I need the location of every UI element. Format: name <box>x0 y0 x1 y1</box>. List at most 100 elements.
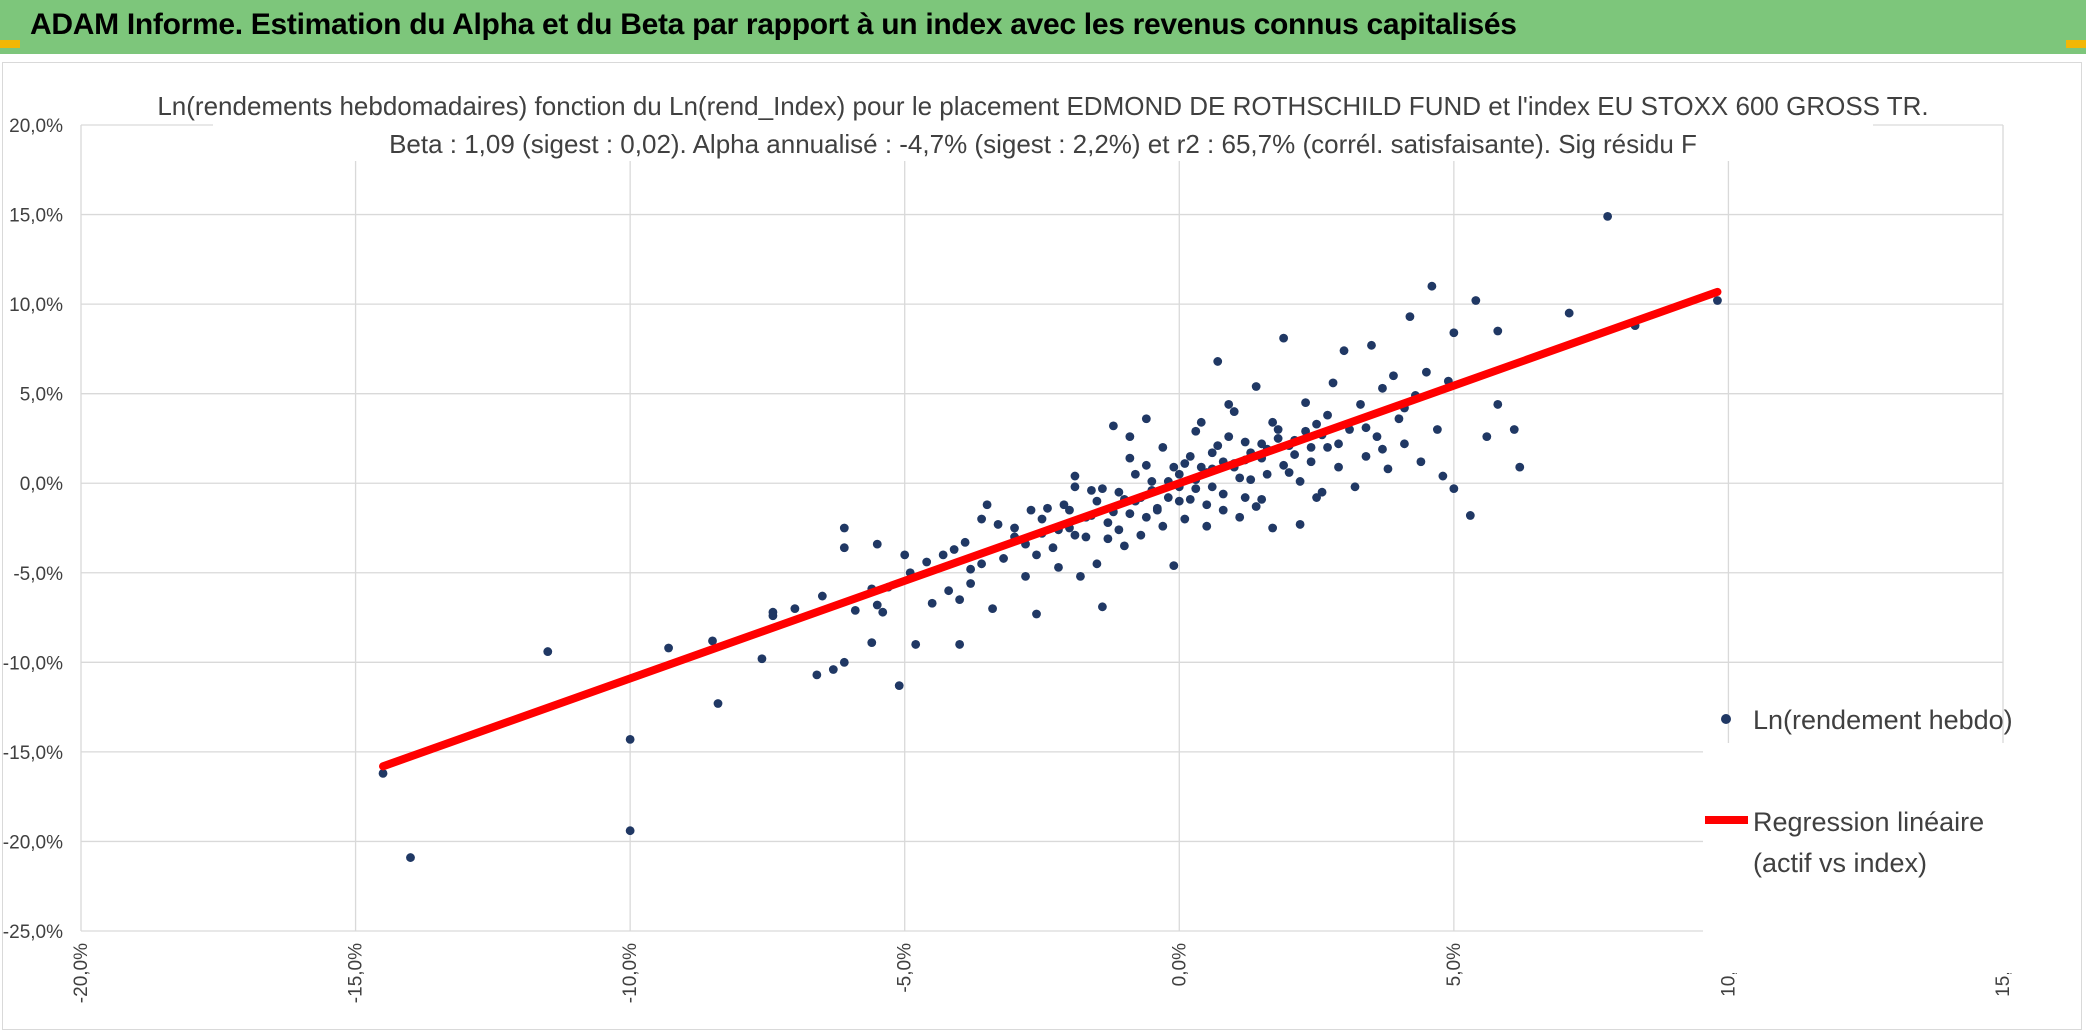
data-point <box>1235 512 1245 522</box>
data-point <box>625 826 635 836</box>
data-point <box>1026 505 1036 515</box>
chart-title-line-1: Ln(rendements hebdomadaires) fonction du… <box>157 91 1928 121</box>
data-point <box>1713 296 1722 305</box>
data-point <box>1515 462 1525 472</box>
data-point <box>1361 423 1371 433</box>
data-point <box>1465 511 1475 520</box>
data-point <box>1378 444 1387 454</box>
legend-label-regression: Regression linéaire <box>1753 807 1984 837</box>
data-point <box>1257 439 1267 449</box>
data-point <box>839 657 849 667</box>
data-point <box>1383 464 1393 474</box>
data-point <box>1098 602 1107 612</box>
y-tick-label: 15,0% <box>9 206 63 227</box>
corner-marker-top-left <box>0 40 20 48</box>
data-point <box>1603 211 1613 221</box>
data-point <box>1032 550 1041 560</box>
data-point <box>1246 475 1256 485</box>
data-point <box>1224 400 1234 409</box>
data-point <box>1422 367 1431 377</box>
data-point <box>1043 503 1052 513</box>
data-point <box>1010 523 1019 533</box>
data-point <box>1108 421 1118 431</box>
data-point <box>1048 543 1058 553</box>
data-point <box>1493 326 1503 336</box>
data-point <box>999 554 1008 563</box>
data-point <box>406 853 415 862</box>
data-point <box>1509 425 1519 434</box>
chart-area: 20,0% 15,0% 10,0% 5,0% 0,0% -5,0% -10,0% -15,0%… <box>2 62 2082 1030</box>
data-point <box>1339 346 1349 356</box>
legend-background <box>1703 743 2023 973</box>
legend-marker-series <box>1721 714 1731 724</box>
legend-label-regression-sub: (actif vs index) <box>1753 848 1927 878</box>
data-point <box>1125 453 1135 463</box>
y-tick-label: -20,0% <box>3 832 63 853</box>
data-point <box>1158 521 1168 531</box>
data-point <box>378 768 388 778</box>
data-point <box>1273 425 1283 434</box>
data-point <box>1416 457 1426 467</box>
data-point <box>1114 525 1124 535</box>
data-point <box>872 539 882 549</box>
data-point <box>977 559 986 569</box>
data-point <box>1301 398 1310 408</box>
data-point <box>1125 509 1135 519</box>
data-point <box>1207 482 1217 492</box>
data-point <box>1312 419 1321 429</box>
x-tick-label: -15,0% <box>346 943 367 1003</box>
data-point <box>1070 482 1080 492</box>
data-point <box>1196 417 1206 427</box>
data-point <box>1076 571 1085 581</box>
data-point <box>1449 484 1459 493</box>
data-point <box>1367 340 1376 350</box>
data-point <box>1103 518 1113 528</box>
data-point <box>1054 563 1063 572</box>
data-point <box>1092 496 1102 506</box>
data-point <box>1432 425 1442 434</box>
data-point <box>713 699 723 708</box>
header-bar: ADAM Informe. Estimation du Alpha et du … <box>0 0 2086 58</box>
data-point <box>1196 462 1206 472</box>
data-point <box>1103 534 1113 544</box>
y-tick-label: -15,0% <box>3 743 63 764</box>
data-point <box>977 514 986 524</box>
data-point <box>1141 512 1151 522</box>
data-point <box>1174 469 1184 479</box>
y-tick-label: 0,0% <box>20 474 63 495</box>
data-point <box>1350 482 1360 492</box>
data-point <box>1169 561 1179 571</box>
data-point <box>1284 468 1294 477</box>
data-point <box>1306 443 1316 452</box>
data-point <box>872 600 882 610</box>
data-point <box>1037 514 1047 524</box>
data-point <box>708 636 717 646</box>
data-point <box>955 595 965 605</box>
data-point <box>850 605 860 615</box>
data-point <box>1268 523 1278 533</box>
page-title: ADAM Informe. Estimation du Alpha et du … <box>30 8 1517 41</box>
data-point <box>1065 505 1074 515</box>
data-point <box>993 520 1003 529</box>
x-tick-label: -20,0% <box>71 943 92 1003</box>
data-point <box>1295 477 1305 486</box>
data-point <box>1334 439 1343 449</box>
data-point <box>1317 487 1327 497</box>
data-point <box>1279 333 1289 343</box>
x-tick-label: 0,0% <box>1169 943 1190 986</box>
y-tick-label: 20,0% <box>9 116 63 137</box>
data-point <box>1449 328 1459 338</box>
data-point <box>949 545 959 554</box>
data-point <box>1136 530 1146 540</box>
data-point <box>1389 371 1398 381</box>
data-point <box>1119 541 1129 551</box>
data-point <box>922 557 932 567</box>
data-point <box>944 586 954 596</box>
data-point <box>1032 609 1041 619</box>
data-point <box>1306 457 1316 467</box>
data-point <box>1334 462 1343 472</box>
data-point <box>817 591 827 601</box>
data-point <box>1098 484 1107 493</box>
data-point <box>1218 505 1228 515</box>
data-point <box>1405 312 1415 322</box>
